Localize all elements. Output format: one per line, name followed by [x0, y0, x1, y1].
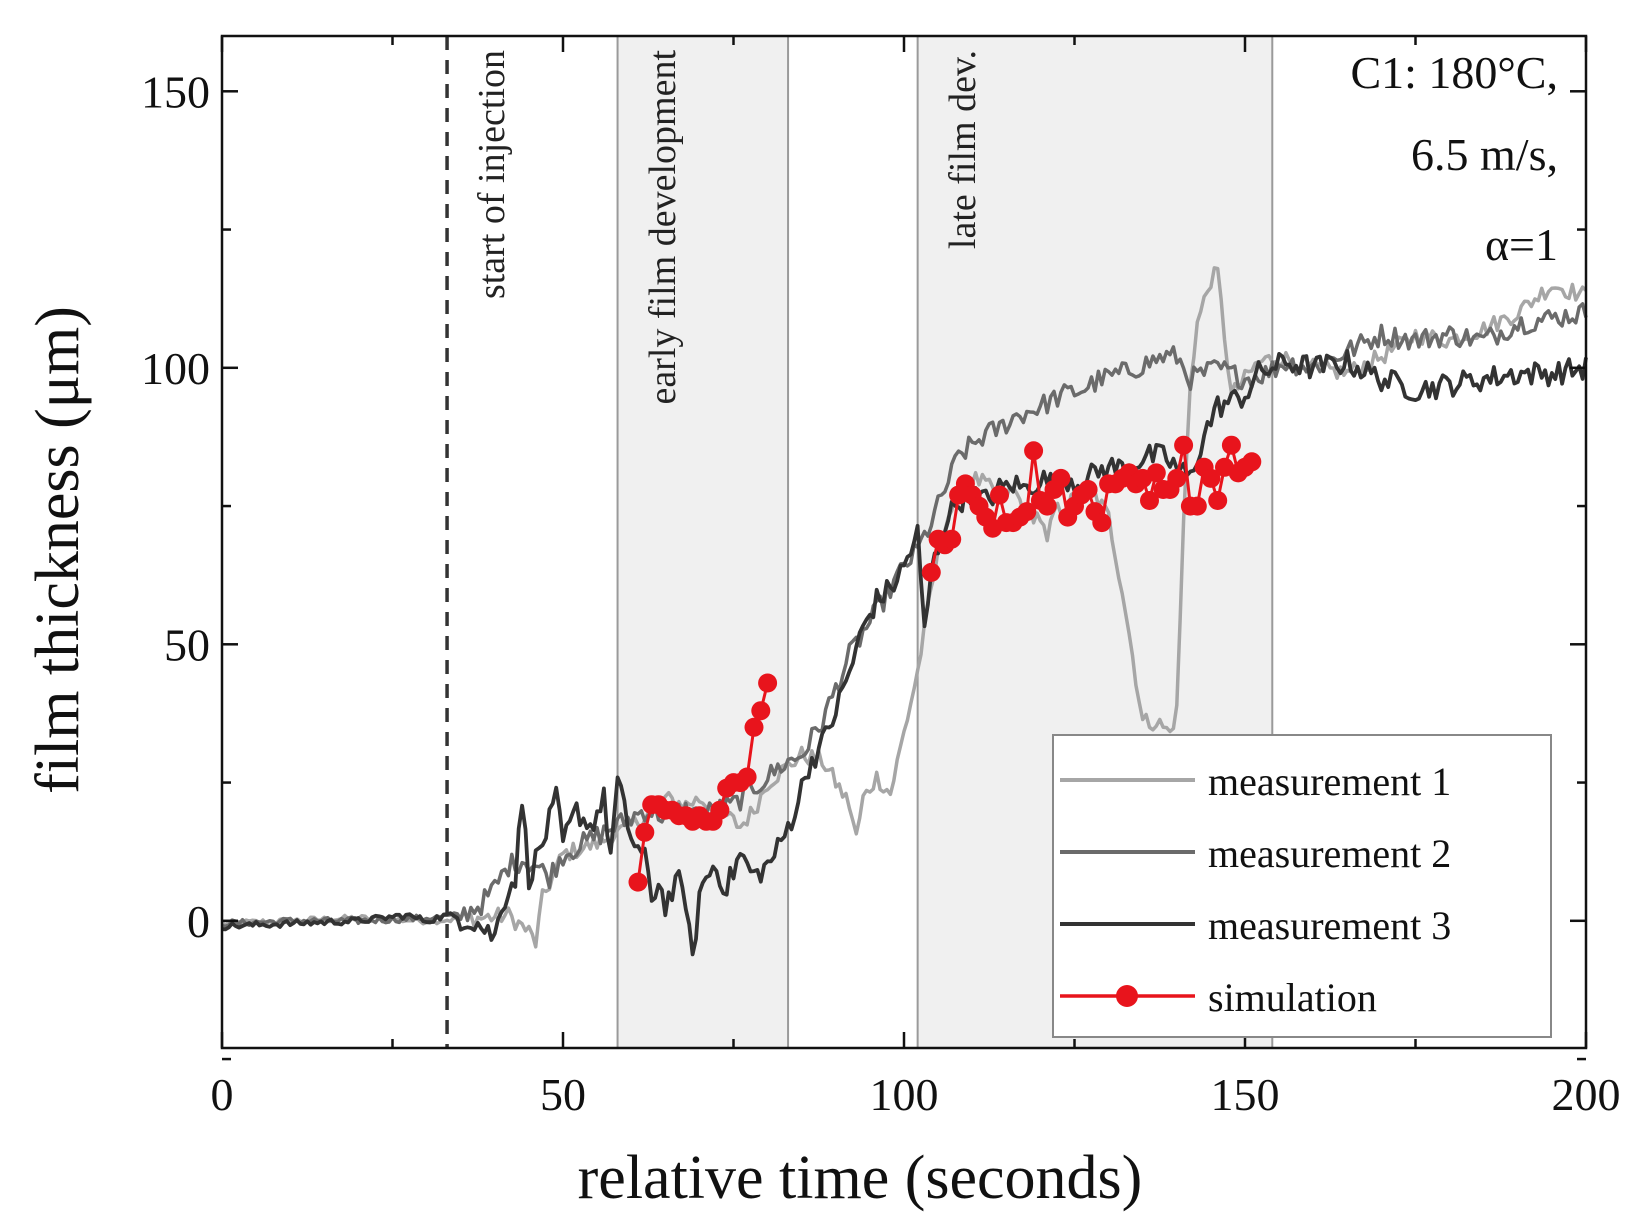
simulation-point	[1092, 513, 1112, 533]
simulation-point	[1208, 491, 1228, 510]
x-axis-title: relative time (seconds)	[578, 1144, 1143, 1212]
x-tick-label-50: 50	[540, 1069, 586, 1120]
simulation-point	[1024, 441, 1044, 461]
simulation-point	[710, 800, 730, 820]
simulation-point	[1146, 463, 1166, 483]
y-axis-title: film thickness (μm)	[24, 306, 92, 794]
simulation-point	[1140, 491, 1159, 510]
condition-annotation-line-1: C1: 180°C,	[1350, 47, 1558, 98]
series-line-measurement-3	[221, 349, 1588, 957]
simulation-point	[744, 717, 764, 737]
simulation-point	[990, 485, 1009, 505]
y-tick-label-50: 50	[164, 619, 210, 670]
y-tick-label-150: 150	[141, 66, 210, 117]
x-tick-label-0: 0	[211, 1069, 234, 1120]
condition-annotation-line-3: α=1	[1485, 219, 1558, 270]
legend-label-measurement-2: measurement 2	[1208, 831, 1451, 876]
x-tick-label-100: 100	[870, 1069, 939, 1120]
early-film-development-label: early film development	[642, 50, 684, 405]
legend-label-measurement-3: measurement 3	[1208, 903, 1451, 948]
simulation-point	[1051, 468, 1071, 488]
late-film-dev-label: late film dev.	[942, 50, 984, 249]
y-tick-label-0: 0	[187, 896, 210, 947]
simulation-point	[1187, 496, 1207, 516]
simulation-point	[1242, 452, 1262, 472]
data-series	[221, 266, 1588, 957]
simulation-point	[737, 767, 757, 787]
simulation-point	[628, 872, 648, 892]
simulation-point	[1201, 468, 1221, 488]
simulation-point	[635, 822, 655, 842]
x-tick-label-150: 150	[1211, 1069, 1280, 1120]
simulation-point	[1174, 435, 1194, 455]
legend-label-simulation: simulation	[1208, 975, 1377, 1020]
simulation-point	[751, 701, 771, 721]
start-of-injection-label: start of injection	[471, 50, 513, 299]
simulation-point	[921, 562, 941, 582]
simulation-point	[1078, 480, 1098, 499]
y-tick-label-100: 100	[141, 343, 210, 394]
x-tick-label-200: 200	[1552, 1069, 1621, 1120]
simulation-point	[758, 673, 778, 693]
legend-swatch-simulation-marker	[1116, 985, 1138, 1007]
simulation-point	[1167, 468, 1187, 488]
simulation-point	[1221, 435, 1241, 455]
condition-annotation-line-2: 6.5 m/s,	[1411, 129, 1558, 180]
legend-label-measurement-1: measurement 1	[1208, 759, 1451, 804]
legend: measurement 1 measurement 2 measurement …	[1052, 734, 1552, 1038]
simulation-point	[1037, 496, 1057, 516]
legend-box	[1052, 734, 1552, 1038]
simulation-point	[942, 529, 962, 549]
simulation-point	[1017, 502, 1037, 522]
